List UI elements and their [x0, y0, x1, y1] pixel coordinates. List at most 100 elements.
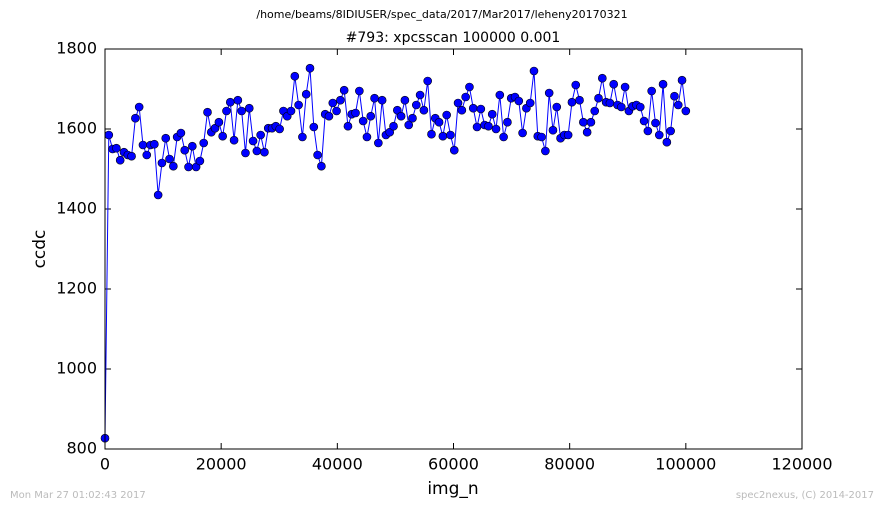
data-point	[138, 140, 148, 150]
data-point	[446, 130, 455, 140]
data-point	[468, 103, 478, 113]
data-point	[358, 116, 368, 126]
data-point	[131, 113, 140, 123]
data-point	[434, 117, 444, 127]
data-point	[184, 162, 193, 172]
data-point	[438, 131, 448, 141]
data-point	[465, 82, 474, 92]
data-point	[237, 106, 246, 116]
data-point	[244, 103, 254, 113]
y-tick-label: 1400	[56, 199, 97, 218]
x-tick-label: 0	[100, 455, 110, 474]
data-point	[457, 105, 467, 115]
data-point	[165, 154, 174, 164]
data-point	[616, 102, 626, 112]
data-point	[396, 111, 406, 121]
data-point	[153, 190, 163, 200]
data-point	[328, 98, 338, 108]
data-point	[305, 63, 315, 73]
data-point	[294, 100, 303, 110]
data-point	[176, 128, 186, 138]
x-tick-label: 80000	[544, 455, 595, 474]
data-point	[594, 93, 603, 103]
data-point	[374, 138, 383, 148]
data-point	[552, 102, 562, 112]
data-point	[677, 75, 687, 85]
data-point	[598, 73, 607, 83]
data-point	[404, 120, 414, 130]
data-point	[286, 106, 296, 116]
data-point	[301, 89, 311, 99]
data-point	[423, 76, 432, 86]
data-point	[662, 137, 672, 147]
data-point	[229, 135, 239, 145]
data-point	[298, 132, 307, 142]
data-point	[579, 117, 588, 127]
data-point	[635, 102, 645, 112]
data-point	[332, 106, 341, 116]
data-point	[142, 150, 152, 160]
data-point	[419, 105, 429, 115]
data-point	[256, 130, 265, 140]
data-point	[313, 150, 322, 160]
data-point	[571, 80, 581, 90]
data-point	[487, 109, 497, 119]
y-axis-label: ccdc	[30, 230, 50, 269]
data-point	[654, 130, 664, 140]
data-point	[548, 125, 558, 135]
x-axis-label: img_n	[427, 479, 478, 499]
y-tick-label: 1800	[56, 39, 97, 58]
data-point	[252, 146, 262, 156]
data-point	[343, 121, 353, 131]
data-point	[544, 88, 554, 98]
data-point	[351, 108, 360, 118]
data-point	[222, 106, 231, 116]
data-point	[309, 122, 319, 132]
data-point	[673, 100, 683, 110]
data-point	[317, 161, 326, 171]
data-point	[389, 121, 398, 131]
data-point	[609, 79, 619, 89]
data-point	[651, 118, 660, 128]
data-point	[214, 117, 224, 127]
data-point	[275, 124, 284, 134]
data-point	[670, 91, 679, 101]
data-point	[150, 139, 159, 149]
data-point	[415, 90, 425, 100]
data-point	[203, 107, 212, 117]
data-point	[411, 100, 421, 110]
data-point	[525, 98, 535, 108]
data-point	[366, 111, 376, 121]
data-point	[442, 110, 451, 120]
data-point	[575, 95, 584, 105]
data-point	[324, 111, 334, 121]
y-tick-label: 800	[66, 439, 97, 458]
data-point	[620, 82, 630, 92]
timestamp: Mon Mar 27 01:02:43 2017	[10, 490, 146, 501]
data-point	[643, 126, 653, 136]
data-line	[104, 68, 687, 439]
x-tick-label: 100000	[655, 455, 716, 474]
data-point	[495, 90, 505, 100]
data-point	[377, 95, 387, 105]
data-point	[248, 136, 258, 146]
data-point	[658, 79, 668, 89]
data-point	[370, 93, 379, 103]
data-point	[563, 130, 573, 140]
y-tick-label: 1600	[56, 119, 97, 138]
data-point	[666, 126, 675, 136]
data-point	[225, 97, 235, 107]
y-tick-label: 1200	[56, 279, 97, 298]
data-point	[529, 66, 539, 76]
x-tick-label: 120000	[771, 455, 832, 474]
data-point	[241, 148, 250, 158]
data-point	[518, 128, 527, 138]
data-point	[180, 145, 190, 155]
data-point	[499, 132, 508, 142]
suptitle: /home/beams/8IDIUSER/spec_data/2017/Mar2…	[256, 8, 627, 21]
data-point	[355, 86, 364, 96]
data-point	[491, 124, 501, 134]
data-point	[112, 143, 121, 153]
credit: spec2nexus, (C) 2014-2017	[736, 490, 874, 501]
